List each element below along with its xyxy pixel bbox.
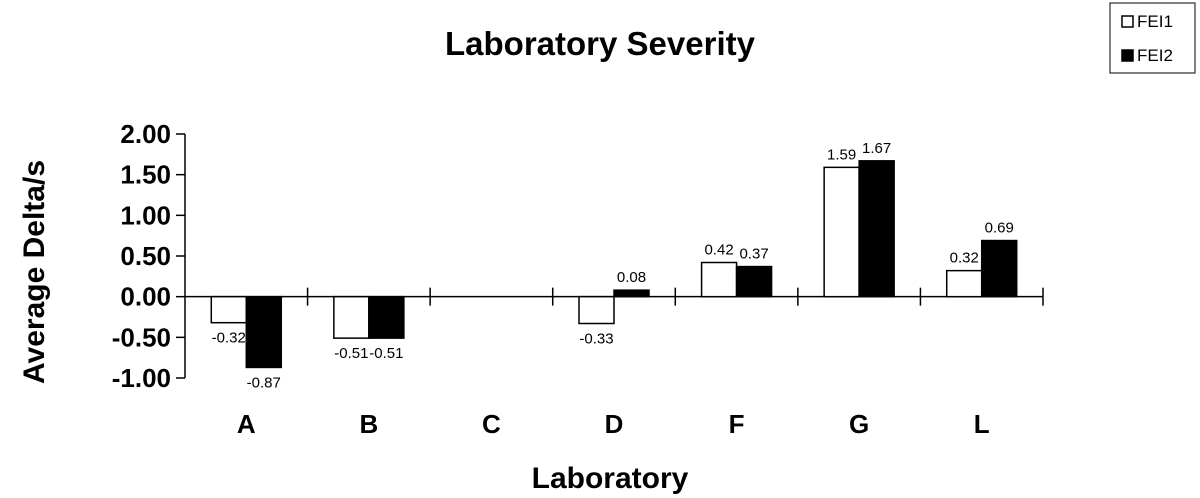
data-labels: -0.32 -0.51 -0.33 0.42 1.59 0.32 -0.87 -0.51 0.0… bbox=[212, 140, 1014, 392]
x-tick-label: D bbox=[605, 409, 624, 439]
bar-fei1 bbox=[700, 261, 738, 298]
data-label: 1.67 bbox=[862, 140, 891, 157]
data-label: 0.37 bbox=[739, 246, 768, 263]
y-tick-label: 0.50 bbox=[120, 241, 171, 271]
data-label: -0.87 bbox=[247, 374, 281, 391]
data-label: -0.51 bbox=[334, 345, 368, 362]
y-tick-label: 1.50 bbox=[120, 160, 171, 190]
y-tick-label: 0.00 bbox=[120, 282, 171, 312]
bar-fei1 bbox=[333, 295, 370, 339]
data-label: 0.32 bbox=[950, 250, 979, 267]
x-tick-label: L bbox=[974, 409, 990, 439]
data-label: -0.33 bbox=[579, 331, 613, 348]
x-tick-label: G bbox=[849, 409, 869, 439]
bar-fei2 bbox=[735, 265, 773, 298]
y-tick-label: -1.00 bbox=[112, 363, 171, 393]
bar-fei2 bbox=[980, 239, 1018, 298]
bar-fei2 bbox=[613, 289, 650, 298]
data-label: 0.69 bbox=[985, 220, 1014, 237]
y-tick-label: -0.50 bbox=[112, 322, 171, 352]
y-tick-label: 2.00 bbox=[120, 119, 171, 149]
bar-fei1 bbox=[210, 295, 248, 324]
data-label: -0.51 bbox=[369, 345, 403, 362]
bar-fei1 bbox=[578, 295, 615, 325]
legend-label-fei2: FEI2 bbox=[1137, 46, 1173, 65]
chart-title: Laboratory Severity bbox=[445, 25, 756, 62]
legend-swatch-fei2 bbox=[1121, 49, 1134, 62]
legend-label-fei1: FEI1 bbox=[1137, 12, 1173, 31]
x-tick-label: C bbox=[482, 409, 501, 439]
y-tick-label: 1.00 bbox=[120, 200, 171, 230]
bar-fei2 bbox=[858, 160, 895, 298]
x-axis-title: Laboratory bbox=[532, 462, 689, 495]
y-axis-title: Average Delta/s bbox=[18, 160, 51, 384]
data-label: 0.08 bbox=[617, 269, 646, 286]
x-tick-label: A bbox=[237, 409, 256, 439]
legend-swatch-fei1 bbox=[1121, 15, 1134, 28]
data-label: -0.32 bbox=[212, 330, 246, 347]
x-tick-label: B bbox=[359, 409, 378, 439]
bar-fei1 bbox=[823, 166, 860, 298]
x-tick-label: F bbox=[729, 409, 745, 439]
data-label: 1.59 bbox=[827, 146, 856, 163]
y-axis: 2.00 1.50 1.00 0.50 0.00 -0.50 -1.00 bbox=[112, 119, 186, 393]
data-label: 0.42 bbox=[704, 242, 733, 259]
bars bbox=[210, 160, 1018, 369]
bar-fei2 bbox=[245, 295, 283, 369]
bar-fei2 bbox=[368, 295, 405, 339]
bar-fei1 bbox=[945, 269, 983, 298]
legend: FEI1 FEI2 bbox=[1109, 2, 1196, 74]
